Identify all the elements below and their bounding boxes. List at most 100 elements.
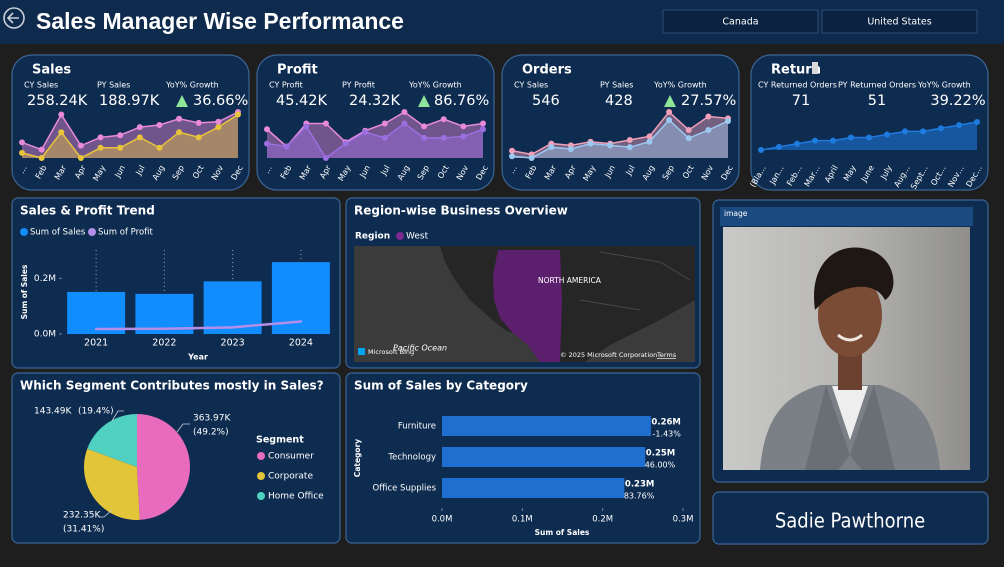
sparkline-point [117, 132, 124, 139]
sparkline-point [38, 146, 45, 153]
sparkline-point [58, 111, 65, 118]
sparkline-point [509, 153, 515, 160]
legend-label: West [406, 232, 429, 242]
sparkline-x-label: … [262, 164, 274, 175]
legend-label: Sum of Profit [98, 228, 153, 238]
sparkline-point [607, 142, 614, 149]
sparkline-point [460, 123, 467, 130]
sparkline-point [136, 124, 143, 131]
legend-marker [257, 472, 265, 480]
profile-name: Sadie Pawthorne [775, 509, 925, 533]
sparkline-point [794, 140, 800, 147]
data-label: (31.41%) [63, 525, 104, 535]
sparkline-line [266, 111, 484, 148]
sparkline-point [322, 155, 329, 161]
data-label: 143.49K [34, 407, 72, 417]
sparkline-area [22, 112, 238, 158]
legend-label: Sum of Sales [30, 228, 86, 238]
metric-label: PY Returned Orders [838, 81, 916, 90]
sparkline-point [215, 124, 222, 131]
sparkline-point [97, 144, 104, 151]
title-icon [812, 62, 818, 74]
pie-slice [83, 448, 140, 520]
x-tick-label: 2021 [84, 338, 108, 349]
data-label: 0.23M [625, 480, 654, 490]
sparkline-point [776, 143, 782, 150]
sparkline-point [812, 137, 818, 144]
data-label: (49.2%) [193, 428, 229, 438]
sparkline-area [267, 123, 483, 158]
sparkline-point [117, 144, 124, 151]
sparkline-point [587, 140, 594, 147]
sparkline-area [512, 112, 728, 158]
chart-title: Region-wise Business Overview [354, 204, 568, 218]
sparkline-point [440, 134, 447, 141]
data-label: 363.97K [193, 414, 231, 424]
sparkline-line [511, 119, 729, 159]
sparkline-point [956, 122, 962, 129]
sparkline-point [725, 118, 731, 125]
sparkline-area [22, 114, 238, 158]
sparkline-point [548, 144, 555, 151]
kpi-card [11, 54, 250, 191]
x-tick-label: 0.1M [512, 515, 533, 525]
back-button[interactable] [3, 7, 25, 29]
attribution-link[interactable]: Terms [656, 351, 677, 359]
sparkline-point [480, 126, 486, 133]
sparkline-point [362, 129, 369, 136]
metric-value: 39.22% [930, 93, 985, 109]
growth-label: 46.00% [645, 461, 676, 470]
sparkline-point [884, 131, 890, 138]
growth-arrow [176, 95, 188, 107]
sparkline-point [646, 133, 653, 140]
sparkline-point [705, 127, 712, 134]
metric-label: CY Sales [514, 81, 548, 90]
sparkline-point [283, 143, 290, 150]
kpi-card [256, 54, 495, 191]
chart-title: Sum of Sales by Category [354, 379, 528, 393]
filter-label: Canada [722, 17, 758, 28]
filter-button[interactable] [662, 9, 819, 34]
data-label: 0.26M [651, 418, 680, 428]
x-axis-title: Year [187, 353, 208, 362]
metric-label: CY Profit [269, 81, 303, 90]
sparkline-point [322, 120, 329, 127]
x-tick-label: 0.2M [592, 515, 613, 525]
metric-label: YoY% Growth [408, 81, 462, 90]
bing-logo [358, 348, 365, 355]
sparkline-point [626, 136, 633, 143]
sparkline-point [58, 129, 65, 136]
x-axis-title: Sum of Sales [535, 528, 590, 537]
bar [442, 416, 651, 436]
leader-line [176, 423, 190, 433]
map-label: NORTH AMERICA [538, 276, 602, 285]
metric-label: YoY% Growth [917, 81, 971, 90]
sparkline-point [830, 137, 836, 144]
sparkline-point [666, 109, 673, 115]
line [94, 320, 303, 331]
x-tick-label: 2023 [221, 338, 245, 349]
sparkline-x-label: … [17, 164, 29, 175]
sparkline-point [567, 145, 574, 152]
sparkline-point [440, 116, 447, 123]
pie-slice [137, 414, 191, 520]
metric-label: CY Sales [24, 81, 58, 90]
filter-button[interactable] [821, 9, 978, 34]
y-axis-title: Category [353, 439, 362, 477]
y-tick-label: 0.0M [34, 330, 56, 340]
metric-value: 36.66% [193, 93, 248, 109]
sparkline-point [685, 127, 692, 134]
legend-title: Segment [256, 435, 304, 446]
legend-marker [20, 228, 28, 236]
sparkline-point [920, 128, 926, 135]
metric-label: PY Profit [342, 81, 375, 90]
legend-title: Region [355, 232, 390, 242]
metric-value: 24.32K [349, 93, 401, 109]
sparkline-point [685, 135, 692, 142]
sparkline-point [342, 140, 349, 147]
sparkline-point [77, 142, 84, 149]
sparkline-line [266, 122, 484, 160]
sparkline-point [19, 139, 25, 146]
sparkline-point [195, 134, 202, 141]
